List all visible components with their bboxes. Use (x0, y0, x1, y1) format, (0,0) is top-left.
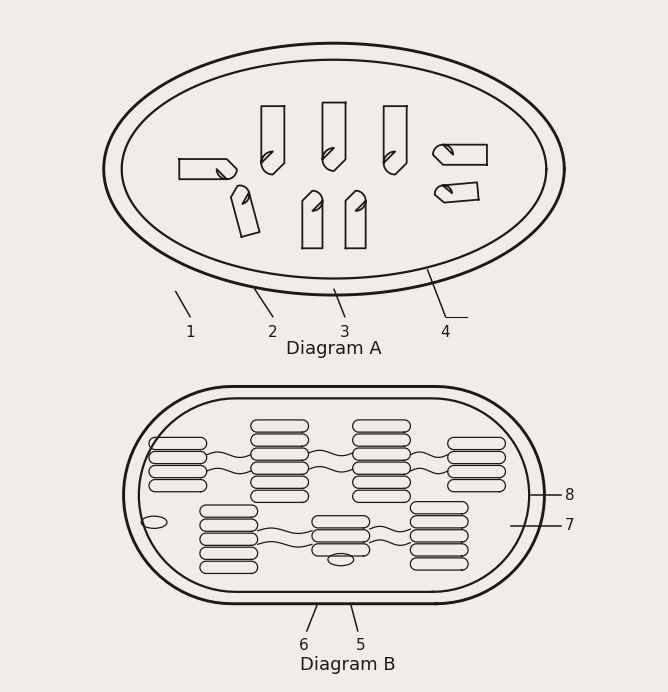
Text: 8: 8 (565, 488, 574, 502)
Text: 5: 5 (356, 638, 366, 653)
Text: 6: 6 (299, 638, 309, 653)
Text: 4: 4 (441, 325, 450, 340)
Text: 2: 2 (268, 325, 278, 340)
Text: Diagram B: Diagram B (300, 656, 395, 674)
Text: 1: 1 (185, 325, 195, 340)
Text: 7: 7 (565, 518, 574, 533)
Text: Diagram A: Diagram A (286, 340, 382, 358)
Text: 3: 3 (340, 325, 349, 340)
